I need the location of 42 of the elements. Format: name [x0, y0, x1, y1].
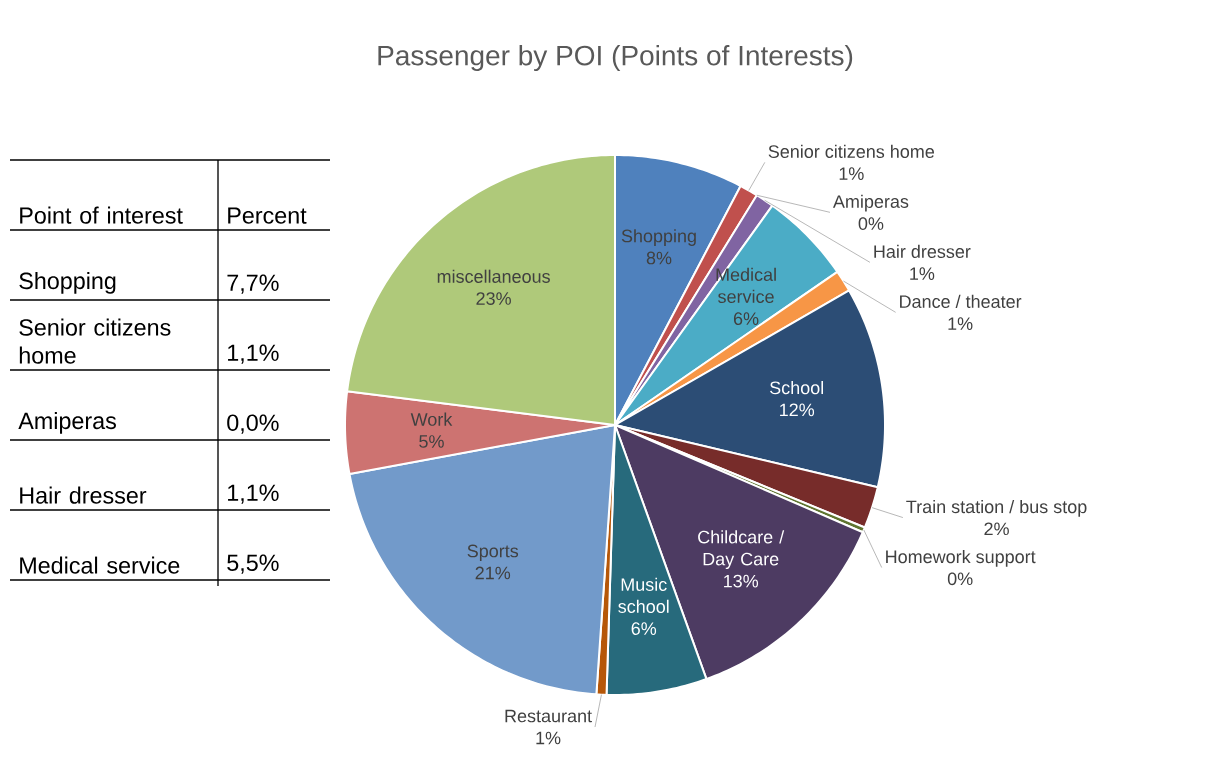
slice-label: Senior citizens home — [768, 144, 935, 158]
data-label: 21% — [475, 566, 511, 580]
slice-label: Music school — [618, 577, 669, 613]
data-label: 1% — [536, 731, 561, 745]
slice-label: Restaurant — [505, 709, 592, 723]
slice-label: miscellaneous — [437, 269, 550, 283]
data-label: 1% — [910, 267, 935, 280]
data-label: 2% — [984, 522, 1009, 536]
data-label: 1% — [948, 317, 973, 330]
text: 1,1% — [228, 484, 279, 504]
data-label: 1% — [839, 167, 864, 180]
text: 0% — [858, 217, 884, 230]
data-label: 23% — [476, 292, 511, 305]
slice-label: Homework support — [886, 549, 1036, 567]
text: Percent — [228, 207, 307, 224]
text: Shopping — [19, 271, 116, 294]
data-label: 0% — [947, 572, 973, 586]
text: 5,5% — [227, 554, 279, 574]
text: 7,7% — [227, 274, 279, 294]
slice-label: Hair dresser — [874, 244, 971, 258]
slice-label: School — [770, 380, 824, 395]
text: Amiperas — [18, 411, 116, 434]
data-label: 6% — [733, 312, 759, 326]
slice-label: Work — [410, 412, 453, 426]
legend-label: Amiperas — [832, 194, 909, 212]
text: Medical service — [20, 556, 180, 574]
data-label: 8% — [646, 251, 672, 265]
text: Senior citizens home — [19, 318, 171, 364]
text: 1,1% — [228, 344, 279, 364]
slice-label: Dance / theater — [900, 294, 1022, 308]
chart-title: Passenger by POI (Points of Interests) — [378, 44, 853, 72]
slice-label: Sports — [467, 544, 519, 561]
text: 0,0% — [227, 414, 279, 434]
slice-label: Shopping — [621, 229, 696, 246]
data-label: 5% — [419, 435, 444, 448]
text: Hair dresser — [20, 486, 147, 504]
text: Point of interest — [20, 206, 183, 224]
slice-label: Childcare / Day Care — [698, 530, 785, 570]
data-label: 13% — [724, 574, 759, 588]
slice-label: Train station / bus stop — [906, 499, 1087, 517]
data-label: 6% — [631, 622, 657, 635]
data-label: 12% — [780, 403, 815, 417]
